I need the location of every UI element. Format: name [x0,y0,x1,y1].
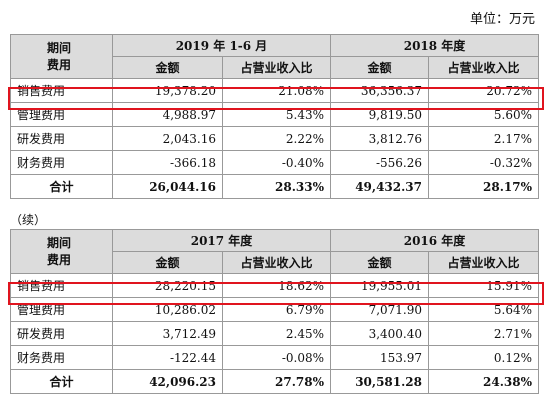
row-label: 管理费用 [10,297,113,322]
ratio-cell: 2.17% [427,126,540,151]
amount-cell: 49,432.37 [330,174,429,199]
ratio-cell: 15.91% [428,273,540,298]
table-row: 财务费用 -366.18 -0.40% -556.26 -0.32% [10,150,540,175]
amount-cell: 3,400.40 [330,321,430,346]
ratio-cell: 2.45% [221,321,332,346]
table-row: 管理费用 10,286.02 6.79% 7,071.90 5.64% [10,297,540,322]
amount-cell: 30,581.28 [330,369,430,394]
column-header: 占营业收入比 [222,56,331,79]
corner-line-2: 费用 [47,252,72,267]
total-row: 合计 42,096.23 27.78% 30,581.28 24.38% [10,369,540,394]
row-label: 销售费用 [10,273,113,298]
total-label: 合计 [10,369,113,394]
column-header: 金额 [330,56,429,79]
total-row: 合计 26,044.16 28.33% 49,432.37 28.17% [10,174,540,199]
table-row: 管理费用 4,988.97 5.43% 9,819.50 5.60% [10,102,540,127]
amount-cell: 3,812.76 [330,126,429,151]
amount-cell: 36,356.37 [330,78,429,103]
row-label: 研发费用 [10,126,113,151]
ratio-cell: 0.12% [428,345,540,370]
row-label: 管理费用 [10,102,113,127]
amount-cell: 26,044.16 [112,174,223,199]
ratio-cell: 5.60% [427,102,540,127]
ratio-cell: 28.33% [222,174,331,199]
amount-cell: 7,071.90 [330,297,430,322]
corner-header: 期间 费用 [10,34,113,79]
ratio-cell: 28.17% [427,174,540,199]
expense-table-1: 期间 费用 2019 年 1-6 月 2018 年度 金额 占营业收入比 金额 … [10,34,540,199]
total-label: 合计 [10,174,113,199]
amount-cell: 19,378.20 [112,78,223,103]
row-label: 销售费用 [10,78,113,103]
table-row: 研发费用 2,043.16 2.22% 3,812.76 2.17% [10,126,540,151]
ratio-cell: -0.40% [222,150,331,175]
ratio-cell: 6.79% [221,297,332,322]
ratio-cell: 2.22% [222,126,331,151]
table-row: 财务费用 -122.44 -0.08% 153.97 0.12% [10,345,540,370]
column-header: 占营业收入比 [427,56,540,79]
amount-cell: 3,712.49 [112,321,223,346]
table-row: 销售费用 28,220.15 18.62% 19,955.01 15.91% [10,273,540,298]
amount-cell: 153.97 [330,345,430,370]
ratio-cell: 2.71% [428,321,540,346]
row-label: 财务费用 [10,345,113,370]
period-header: 2018 年度 [329,34,540,57]
table-row: 销售费用 19,378.20 21.08% 36,356.37 20.72% [10,78,540,103]
ratio-cell: 20.72% [427,78,540,103]
expense-table-2: 期间 费用 2017 年度 2016 年度 金额 占营业收入比 金额 占营业收入… [10,229,540,394]
ratio-cell: 18.62% [221,273,332,298]
period-header: 2017 年度 [111,229,332,252]
amount-cell: -366.18 [112,150,223,175]
corner-header: 期间 费用 [10,229,113,274]
column-header: 金额 [330,251,430,274]
ratio-cell: 21.08% [222,78,331,103]
ratio-cell: -0.08% [221,345,332,370]
amount-cell: 10,286.02 [112,297,223,322]
ratio-cell: 5.43% [222,102,331,127]
amount-cell: -122.44 [112,345,223,370]
corner-line-1: 期间 [47,235,72,250]
ratio-cell: 5.64% [428,297,540,322]
row-label: 财务费用 [10,150,113,175]
amount-cell: -556.26 [330,150,429,175]
amount-cell: 4,988.97 [112,102,223,127]
amount-cell: 9,819.50 [330,102,429,127]
table-row: 研发费用 3,712.49 2.45% 3,400.40 2.71% [10,321,540,346]
corner-line-1: 期间 [47,40,72,55]
amount-cell: 19,955.01 [330,273,430,298]
amount-cell: 42,096.23 [112,369,223,394]
period-header: 2019 年 1-6 月 [112,34,331,57]
row-label: 研发费用 [10,321,113,346]
period-header: 2016 年度 [330,229,540,252]
unit-label: 单位：万元 [469,12,535,27]
column-header: 占营业收入比 [428,251,540,274]
column-header: 金额 [112,56,223,79]
corner-line-2: 费用 [47,57,72,72]
continued-label: （续） [10,213,47,227]
ratio-cell: 24.38% [428,369,540,394]
amount-cell: 2,043.16 [112,126,223,151]
column-header: 占营业收入比 [221,251,332,274]
ratio-cell: 27.78% [221,369,332,394]
ratio-cell: -0.32% [427,150,540,175]
column-header: 金额 [112,251,223,274]
amount-cell: 28,220.15 [112,273,223,298]
